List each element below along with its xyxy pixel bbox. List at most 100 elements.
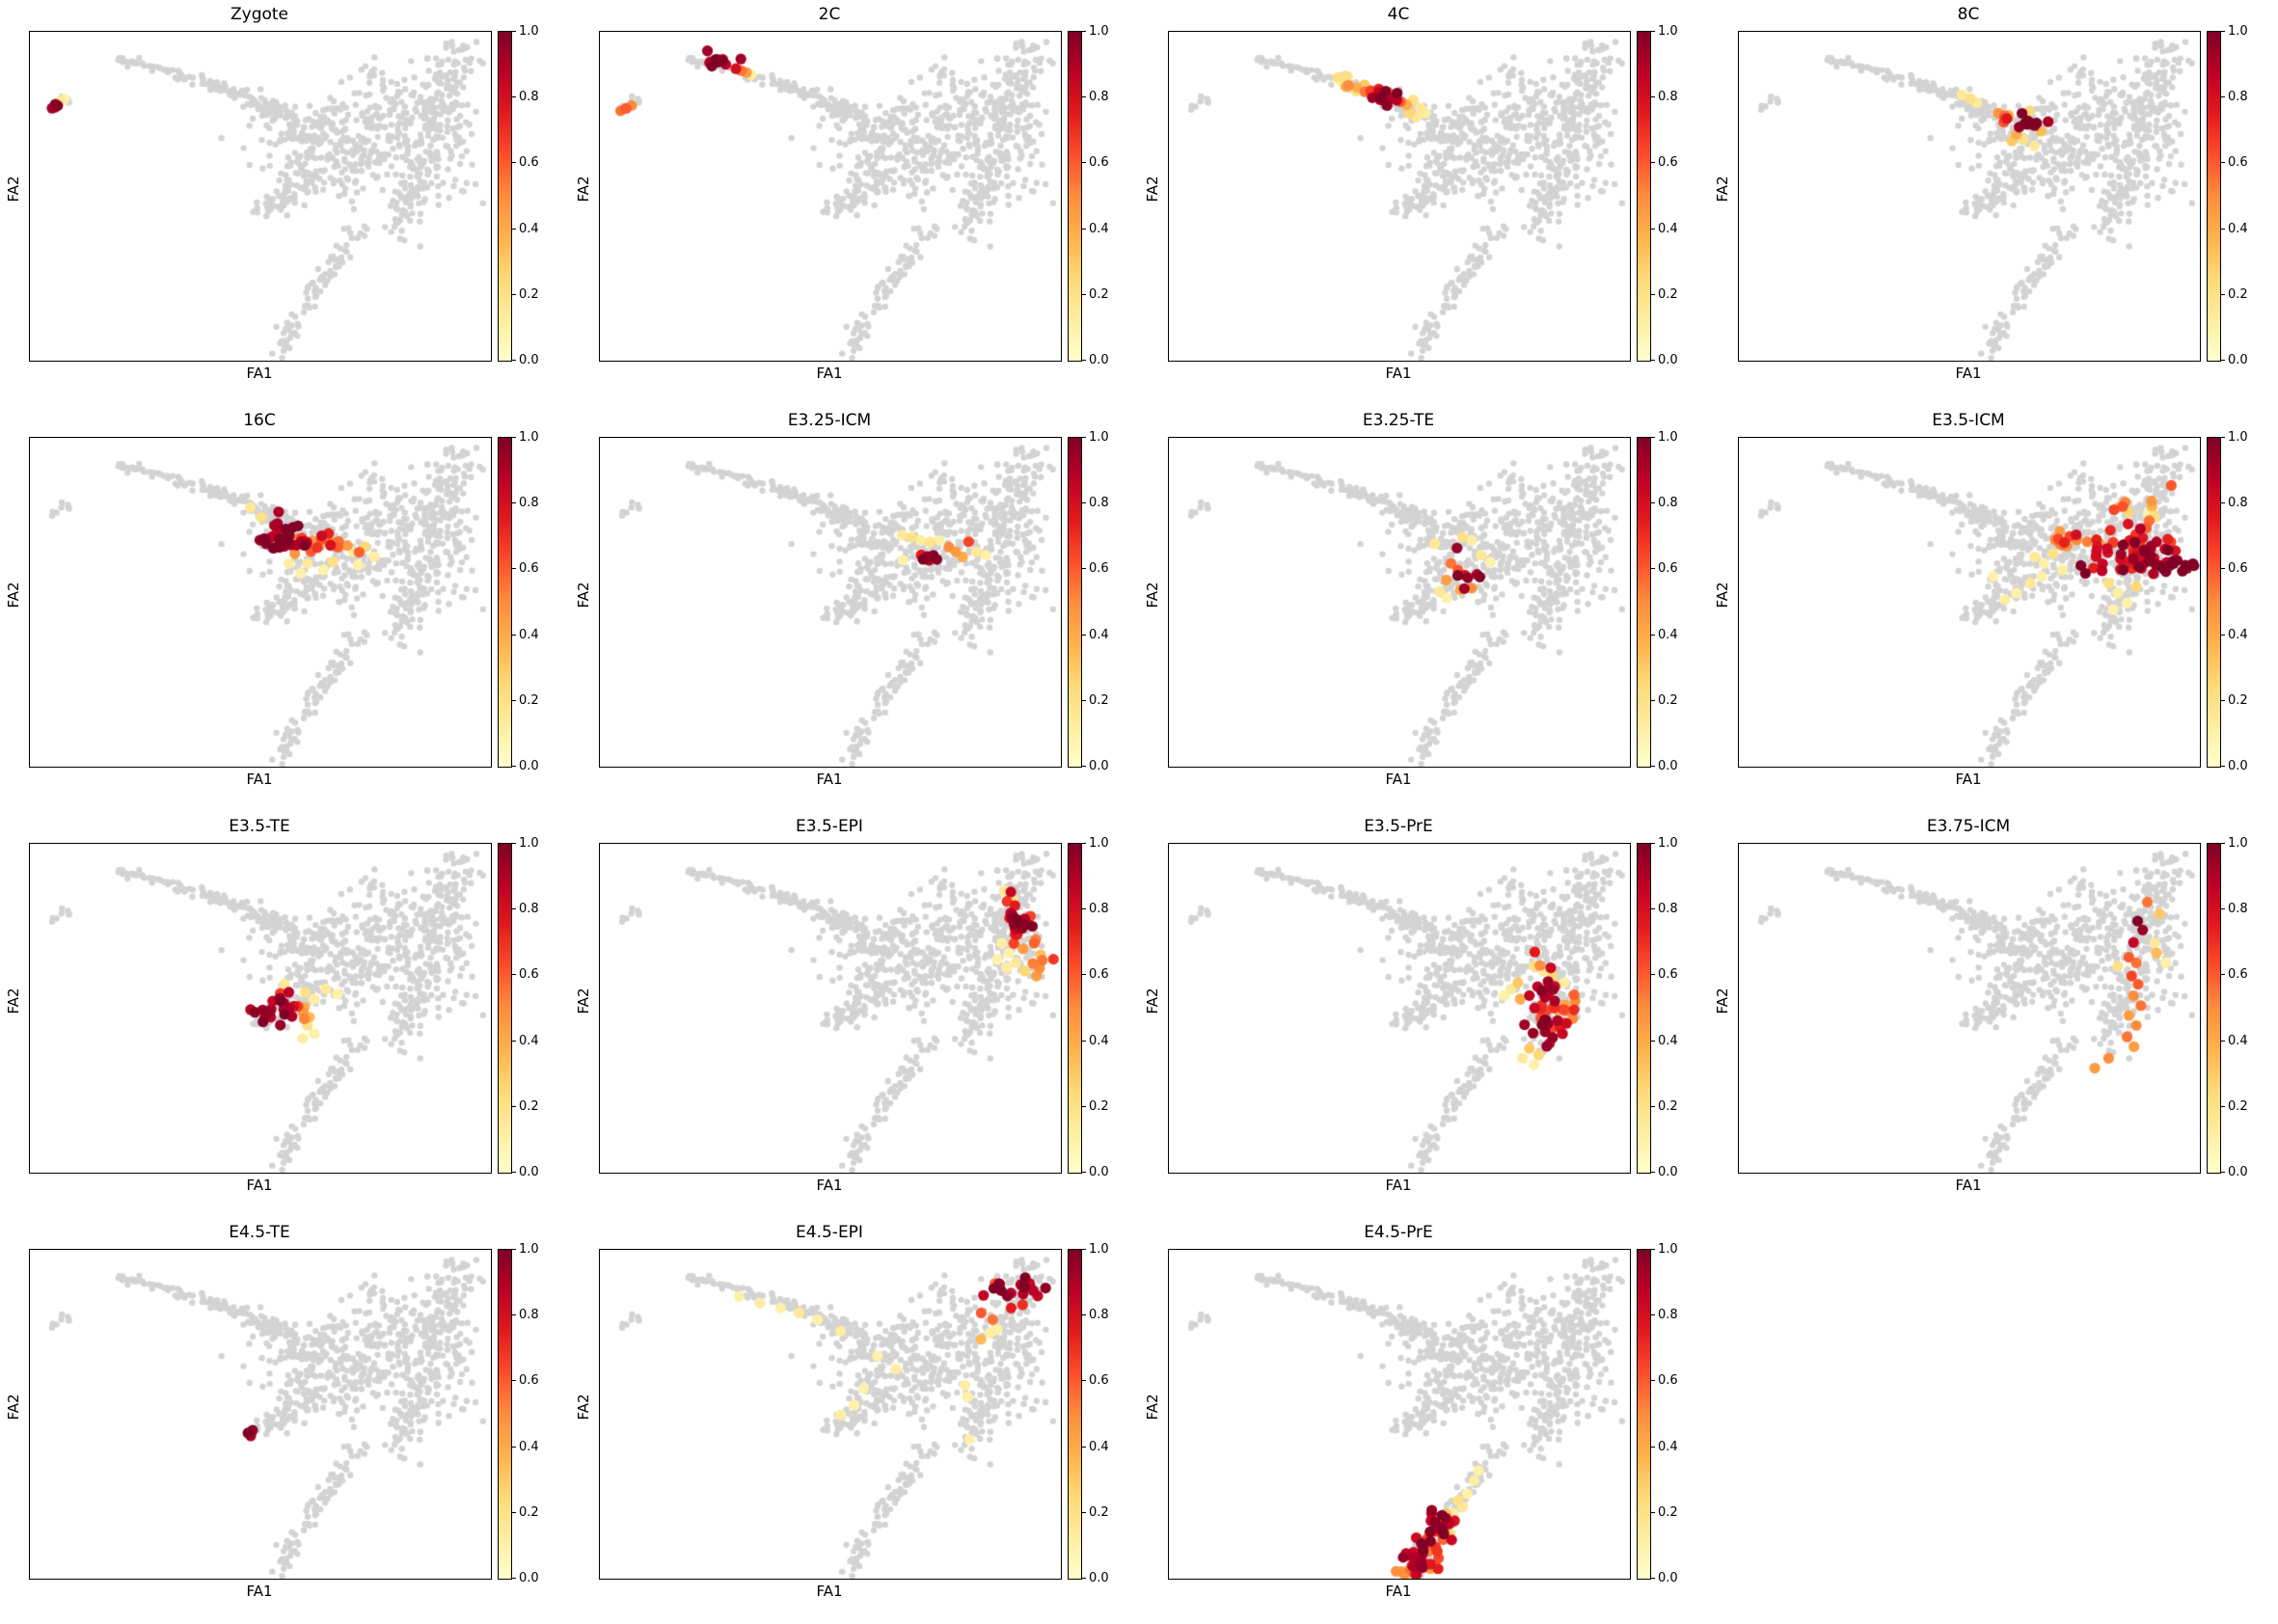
colorbar-tick-label: 0.0 [1089, 353, 1109, 367]
colorbar-tick [1650, 974, 1655, 975]
colorbar-tick [1650, 437, 1655, 438]
colorbar-tick [1650, 96, 1655, 97]
panel-e3-5-te: E3.5-TE FA1 FA2 1.0 0.8 0.6 0.4 0.2 0.0 [0, 812, 569, 1218]
colorbar-tick [1081, 766, 1086, 767]
colorbar-tick [1081, 1380, 1086, 1381]
colorbar-tick [1081, 229, 1086, 230]
colorbar-tick [2220, 568, 2225, 569]
colorbar-tick-label: 0.6 [2228, 561, 2248, 576]
colorbar-tick [1081, 1578, 1086, 1579]
colorbar-tick [1081, 502, 1086, 503]
y-axis-label: FA2 [1144, 1394, 1161, 1421]
colorbar-tick [1650, 1172, 1655, 1173]
colorbar-tick [511, 1380, 516, 1381]
panel-2c: 2C FA1 FA2 1.0 0.8 0.6 0.4 0.2 0.0 [570, 0, 1139, 406]
colorbar-tick [1650, 1512, 1655, 1513]
colorbar [2207, 843, 2221, 1174]
colorbar [1637, 31, 1651, 362]
scatter-canvas [600, 32, 1061, 361]
colorbar [1068, 31, 1082, 362]
colorbar-tick [1081, 96, 1086, 97]
colorbar-tick [511, 974, 516, 975]
colorbar-tick-label: 0.8 [519, 902, 539, 916]
colorbar-tick [2220, 843, 2225, 844]
plot-area [29, 31, 492, 362]
colorbar [1068, 843, 1082, 1174]
x-axis-label: FA1 [1955, 1177, 1982, 1194]
colorbar-tick-label: 0.4 [519, 628, 539, 642]
x-axis-label: FA1 [1385, 771, 1412, 788]
colorbar-tick [1081, 568, 1086, 569]
colorbar-tick [1081, 1249, 1086, 1250]
colorbar-tick [1650, 360, 1655, 361]
panel-title: E3.5-TE [229, 817, 290, 836]
colorbar [2207, 437, 2221, 768]
colorbar-tick-label: 1.0 [2228, 836, 2248, 851]
colorbar-tick-label: 0.8 [519, 90, 539, 104]
x-axis-label: FA1 [816, 771, 843, 788]
colorbar [1637, 1249, 1651, 1580]
colorbar-tick-label: 0.8 [1658, 90, 1678, 104]
colorbar-tick-label: 0.8 [2228, 496, 2248, 510]
colorbar-tick-label: 0.0 [519, 1571, 539, 1585]
y-axis-label: FA2 [5, 582, 22, 609]
y-axis-label: FA2 [1714, 582, 1731, 609]
y-axis-label: FA2 [1144, 582, 1161, 609]
y-axis-label: FA2 [575, 582, 592, 609]
colorbar-tick [2220, 635, 2225, 636]
colorbar-tick [511, 700, 516, 701]
colorbar-tick-label: 0.8 [1089, 1308, 1109, 1322]
scatter-canvas [1739, 32, 2200, 361]
colorbar [498, 1249, 512, 1580]
colorbar-tick-label: 0.2 [2228, 693, 2248, 708]
colorbar-tick-label: 0.4 [1089, 1034, 1109, 1048]
colorbar-tick-label: 0.6 [2228, 967, 2248, 982]
panel-title: E3.25-TE [1362, 411, 1435, 430]
colorbar-tick-label: 0.0 [1089, 1165, 1109, 1179]
colorbar-tick-label: 1.0 [1089, 430, 1109, 445]
colorbar-tick-label: 1.0 [519, 430, 539, 445]
colorbar-tick-label: 0.6 [519, 561, 539, 576]
colorbar-tick-label: 0.0 [519, 759, 539, 773]
colorbar-tick-label: 0.8 [1089, 902, 1109, 916]
colorbar-tick [2220, 908, 2225, 909]
colorbar-tick-label: 0.2 [1658, 693, 1678, 708]
colorbar-tick-label: 0.0 [1658, 1165, 1678, 1179]
colorbar-tick-label: 0.2 [1089, 1505, 1109, 1520]
colorbar-tick [2220, 96, 2225, 97]
colorbar-tick-label: 0.4 [1658, 1440, 1678, 1454]
plot-area [1738, 437, 2201, 768]
panel-title: E3.75-ICM [1926, 817, 2011, 836]
colorbar-tick-label: 0.2 [1089, 1099, 1109, 1114]
colorbar-tick [2220, 360, 2225, 361]
colorbar-tick-label: 0.8 [2228, 90, 2248, 104]
colorbar-tick [1081, 974, 1086, 975]
colorbar [498, 437, 512, 768]
scatter-canvas [1169, 32, 1630, 361]
panel-e4-5-pre: E4.5-PrE FA1 FA2 1.0 0.8 0.6 0.4 0.2 0.0 [1139, 1218, 1708, 1624]
panel-title: 16C [243, 411, 276, 430]
scatter-canvas [600, 1250, 1061, 1579]
colorbar-tick-label: 0.8 [1658, 496, 1678, 510]
colorbar-tick-label: 1.0 [519, 836, 539, 851]
panel-zygote: Zygote FA1 FA2 1.0 0.8 0.6 0.4 0.2 0.0 [0, 0, 569, 406]
colorbar-tick-label: 0.4 [1658, 222, 1678, 236]
colorbar-tick-label: 0.4 [1089, 222, 1109, 236]
plot-area [29, 1249, 492, 1580]
colorbar-tick [511, 229, 516, 230]
colorbar-tick-label: 1.0 [2228, 24, 2248, 39]
colorbar [1068, 1249, 1082, 1580]
colorbar-tick-label: 0.0 [1089, 1571, 1109, 1585]
colorbar-tick-label: 0.0 [1089, 759, 1109, 773]
colorbar-tick-label: 0.6 [1089, 155, 1109, 170]
colorbar-tick [1650, 1041, 1655, 1042]
panel-title: Zygote [230, 5, 289, 24]
colorbar-tick [511, 635, 516, 636]
colorbar-tick [2220, 437, 2225, 438]
colorbar-tick-label: 0.8 [519, 496, 539, 510]
colorbar-tick [511, 908, 516, 909]
y-axis-label: FA2 [1714, 988, 1731, 1015]
colorbar-tick [511, 1447, 516, 1448]
colorbar-tick [2220, 1041, 2225, 1042]
panel-e3-5-pre: E3.5-PrE FA1 FA2 1.0 0.8 0.6 0.4 0.2 0.0 [1139, 812, 1708, 1218]
